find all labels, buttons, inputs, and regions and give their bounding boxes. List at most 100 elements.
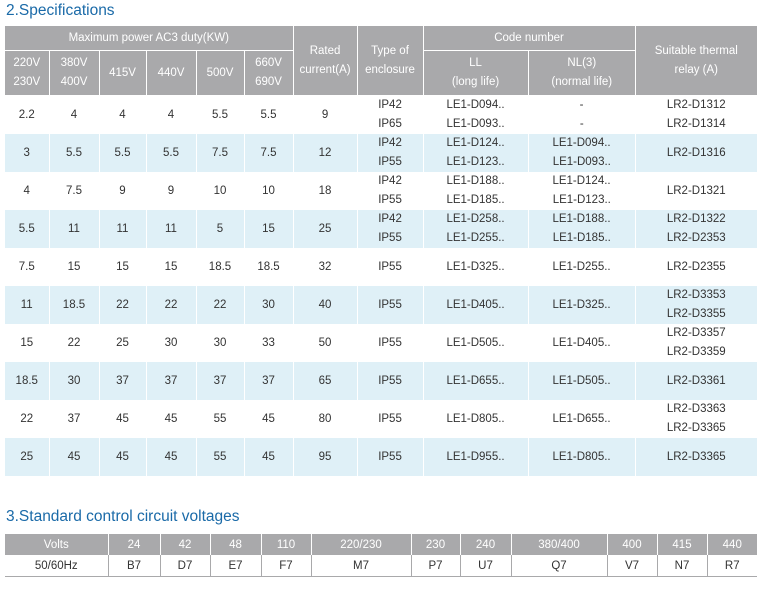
power-cell: 4 [49,95,100,134]
voltage-column-header: 440 [707,534,757,555]
nl-code-cell: LE1-D655.. [528,400,636,438]
nl-code-cell: - [528,95,636,115]
power-cell: 5.5 [5,210,50,248]
power-cell: 4 [146,95,197,134]
ll-code-cell: LE1-D255.. [423,229,529,248]
voltage-header: 220V 230V [5,50,50,96]
ll-code-cell: LE1-D405.. [423,286,529,324]
power-cell: 55 [196,400,245,438]
voltage-code-cell: R7 [707,555,757,577]
voltage-column-header: 48 [210,534,262,555]
power-cell: 7.5 [244,134,294,172]
enclosure-header: Type of enclosure [357,26,424,96]
code-number-header: Code number [423,26,636,51]
power-cell: 30 [244,286,294,324]
power-cell: 2.2 [5,95,50,134]
power-cell: 15 [5,324,50,362]
relay-cell: LR2-D3353 LR2-D3355 [635,286,758,324]
rated-current-cell: 95 [293,438,358,476]
power-cell: 5 [196,210,245,248]
max-power-header: Maximum power AC3 duty(KW) [5,26,294,51]
power-cell: 7.5 [5,248,50,286]
ll-code-cell: LE1-D258.. [423,210,529,229]
rated-current-cell: 50 [293,324,358,362]
voltage-column-header: 110 [261,534,312,555]
power-cell: 45 [146,400,197,438]
power-cell: 22 [146,286,197,324]
power-cell: 25 [5,438,50,476]
enclosure-cell: IP55 [357,362,424,400]
nl-code-cell: LE1-D094.. [528,134,636,153]
table-row: 4 7.5 9 9 10 10 18 IP42 LE1-D188.. LE1-D124.. LR2-… [5,172,758,210]
rated-current-cell: 80 [293,400,358,438]
specifications-title: 2.Specifications [6,2,115,19]
power-cell: 45 [49,438,100,476]
power-cell: 22 [99,286,147,324]
ll-code-cell: LE1-D094.. [423,95,529,115]
enclosure-cell: IP42 [357,172,424,191]
voltage-code-cell: E7 [210,555,262,577]
voltage-code-cell: B7 [108,555,161,577]
rated-current-cell: 65 [293,362,358,400]
power-cell: 11 [5,286,50,324]
power-cell: 55 [196,438,245,476]
power-cell: 11 [49,210,100,248]
nl-code-cell: LE1-D505.. [528,362,636,400]
voltage-code-cell: U7 [460,555,512,577]
power-cell: 37 [244,362,294,400]
power-cell: 18.5 [196,248,245,286]
power-cell: 45 [99,400,147,438]
power-cell: 15 [99,248,147,286]
nl-code-cell: LE1-D805.. [528,438,636,476]
table-row: IP55 LE1-D123.. LE1-D093.. [5,153,757,172]
table-row: 11 18.5 22 22 22 30 40 IP55 LE1-D405.. LE1-D325..… [5,286,758,324]
control-voltages-table: Volts 24 42 48 110 220/230 230 240 380/400 400 415… [5,534,757,577]
power-cell: 5.5 [146,134,197,172]
voltage-code-cell: D7 [160,555,211,577]
power-cell: 10 [196,172,245,210]
power-cell: 11 [99,210,147,248]
relay-header: Suitable thermal relay (A) [635,26,758,96]
enclosure-cell: IP42 [357,134,424,153]
voltage-column-header: 42 [160,534,211,555]
voltage-header: 500V [196,50,245,96]
ll-code-cell: LE1-D325.. [423,248,529,286]
ll-header: LL (long life) [423,50,529,96]
ll-code-cell: LE1-D123.. [423,153,529,172]
nl-code-cell: LE1-D124.. [528,172,636,191]
power-cell: 10 [244,172,294,210]
power-cell: 4 [99,95,147,134]
voltage-column-header: 230 [411,534,461,555]
table-row: 5.5 11 11 11 5 15 25 IP42 LE1-D258.. LE1-D188.. LR… [5,210,758,248]
table-row: 7.5 15 15 15 18.5 18.5 32 IP55 LE1-D325.. LE1-D25… [5,248,758,286]
enclosure-cell: IP55 [357,400,424,438]
voltage-column-header: 400 [607,534,658,555]
power-cell: 18.5 [5,362,50,400]
voltage-code-cell: V7 [607,555,658,577]
power-cell: 30 [49,362,100,400]
power-cell: 7.5 [49,172,100,210]
voltages-title: 3.Standard control circuit voltages [6,508,240,525]
table-row: 25 45 45 45 55 45 95 IP55 LE1-D955.. LE1-D805.. LR… [5,438,758,476]
voltage-code-cell: 50/60Hz [5,555,109,577]
enclosure-cell: IP55 [357,438,424,476]
enclosure-cell: IP55 [357,191,424,210]
relay-cell: LR2-D3357 LR2-D3359 [635,324,758,362]
ll-code-cell: LE1-D124.. [423,134,529,153]
voltage-code-cell: Q7 [511,555,608,577]
table-row: 22 37 45 45 55 45 80 IP55 LE1-D805.. LE1-D655.. LR… [5,400,758,438]
enclosure-cell: IP55 [357,153,424,172]
voltage-column-header: 220/230 [311,534,412,555]
rated-current-cell: 18 [293,172,358,210]
rated-current-header: Rated current(A) [293,26,358,96]
power-cell: 11 [146,210,197,248]
power-cell: 9 [99,172,147,210]
nl-code-cell: - [528,115,636,134]
voltage-code-cell: M7 [311,555,412,577]
power-cell: 33 [244,324,294,362]
power-cell: 5.5 [99,134,147,172]
nl-code-cell: LE1-D185.. [528,229,636,248]
power-cell: 25 [99,324,147,362]
enclosure-cell: IP55 [357,248,424,286]
voltage-header: 440V [146,50,197,96]
